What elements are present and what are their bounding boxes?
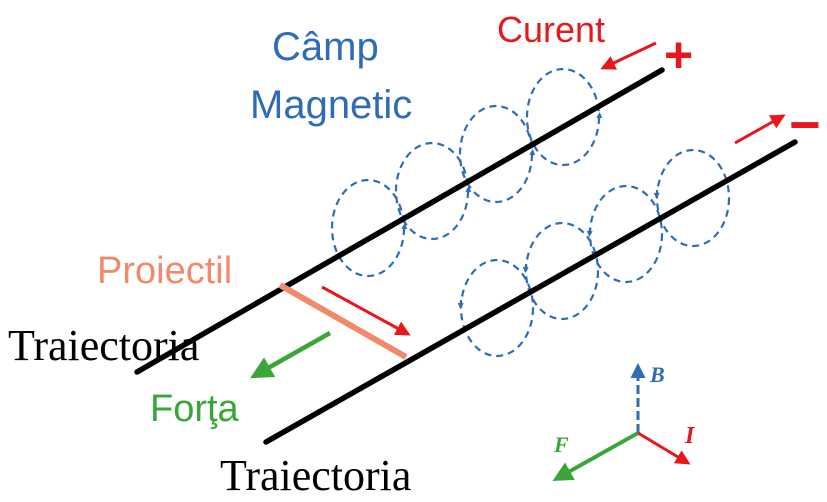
plus-sign: +	[664, 27, 693, 83]
lower-rail	[263, 139, 798, 445]
field-loop	[330, 178, 406, 278]
field-loop	[588, 184, 664, 284]
upper-rail	[134, 67, 665, 375]
field-label-line2: Magnetic	[250, 83, 412, 127]
projectile-label: Proiectil	[97, 250, 232, 292]
i-axis-label: I	[684, 423, 696, 449]
field-label-line1: Câmp	[272, 25, 379, 69]
trajectory-upper-label: Traiectoria	[8, 321, 199, 370]
i-axis-arrow	[637, 431, 691, 465]
b-axis-label: B	[649, 362, 665, 387]
current-arrow-top	[600, 41, 657, 70]
f-axis-label: F	[553, 432, 569, 457]
force-label: Forţa	[150, 388, 240, 430]
force-arrow	[250, 331, 332, 379]
minus-sign: −	[789, 95, 821, 155]
trajectory-lower-label: Traiectoria	[220, 451, 411, 497]
projectile-bar	[278, 282, 408, 360]
axis-triad	[552, 363, 691, 481]
field-loop	[394, 141, 470, 241]
field-loop	[525, 67, 601, 167]
current-label: Curent	[497, 9, 605, 50]
f-axis-arrow	[552, 431, 639, 481]
field-direction-arrows	[401, 112, 660, 309]
current-arrow-projectile	[321, 285, 411, 336]
current-arrow-right	[734, 114, 786, 145]
